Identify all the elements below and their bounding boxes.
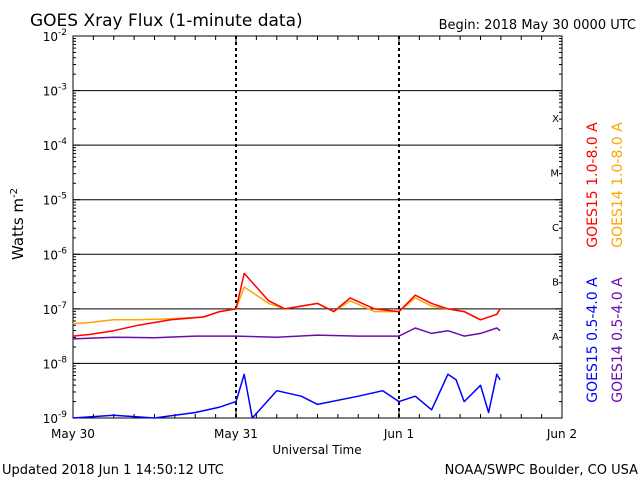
y-tick-label: 10-3 bbox=[43, 83, 67, 99]
y-tick-label-exponent: -4 bbox=[58, 137, 67, 147]
series-line bbox=[72, 327, 501, 340]
flare-class-label: B bbox=[552, 278, 559, 289]
y-tick-label-exponent: -5 bbox=[58, 192, 67, 202]
y-tick-label-exponent: -8 bbox=[58, 355, 67, 365]
flare-class-label: X bbox=[552, 114, 559, 125]
footer-credit: NOAA/SWPC Boulder, CO USA bbox=[445, 463, 638, 478]
y-axis-label-text: Watts m bbox=[9, 198, 27, 260]
y-tick-label: 10-2 bbox=[43, 28, 67, 44]
flare-class-label: C bbox=[552, 223, 559, 234]
y-tick-label-exponent: -9 bbox=[58, 410, 67, 420]
legend-item: GOES15 0.5-4.0 A bbox=[585, 277, 601, 403]
legend-item: GOES15 1.0-8.0 A bbox=[585, 122, 601, 248]
y-tick-label-base: 10 bbox=[43, 303, 58, 317]
x-axis-label: Universal Time bbox=[272, 443, 361, 457]
y-tick-label: 10-6 bbox=[43, 246, 68, 262]
x-tick-label: May 31 bbox=[214, 427, 258, 441]
y-tick-label-base: 10 bbox=[43, 30, 58, 44]
series-line bbox=[72, 373, 501, 419]
y-tick-label-base: 10 bbox=[43, 357, 58, 371]
legend-item: GOES14 1.0-8.0 A bbox=[610, 122, 626, 248]
footer-updated: Updated 2018 Jun 1 14:50:12 UTC bbox=[2, 463, 224, 478]
begin-label: Begin: 2018 May 30 0000 UTC bbox=[439, 18, 636, 33]
flare-class-label: A bbox=[552, 332, 559, 343]
y-tick-label-exponent: -6 bbox=[58, 246, 67, 256]
flare-class-label: M bbox=[550, 168, 559, 179]
x-tick-label: Jun 2 bbox=[546, 427, 577, 441]
chart-title: GOES Xray Flux (1-minute data) bbox=[30, 11, 303, 31]
y-tick-label-exponent: -2 bbox=[58, 28, 67, 38]
y-tick-label-base: 10 bbox=[43, 248, 58, 262]
y-tick-label-base: 10 bbox=[43, 139, 58, 153]
y-tick-label: 10-8 bbox=[43, 355, 68, 371]
y-axis-label: Watts m-2 bbox=[9, 188, 27, 260]
y-tick-label: 10-7 bbox=[43, 301, 67, 317]
y-tick-label: 10-4 bbox=[43, 137, 68, 153]
plot-frame bbox=[72, 35, 563, 419]
series-line bbox=[72, 272, 501, 337]
y-tick-label-exponent: -3 bbox=[58, 83, 67, 93]
x-tick-label: Jun 1 bbox=[383, 427, 414, 441]
y-tick-label-exponent: -7 bbox=[58, 301, 67, 311]
x-tick-label: May 30 bbox=[51, 427, 95, 441]
y-tick-label-base: 10 bbox=[43, 85, 58, 99]
legend-item: GOES14 0.5-4.0 A bbox=[610, 277, 626, 403]
y-tick-label-base: 10 bbox=[43, 194, 58, 208]
y-tick-label: 10-9 bbox=[43, 410, 68, 426]
y-tick-label-base: 10 bbox=[43, 412, 58, 426]
y-axis-label-superscript: -2 bbox=[9, 188, 20, 198]
y-tick-label: 10-5 bbox=[43, 192, 67, 208]
